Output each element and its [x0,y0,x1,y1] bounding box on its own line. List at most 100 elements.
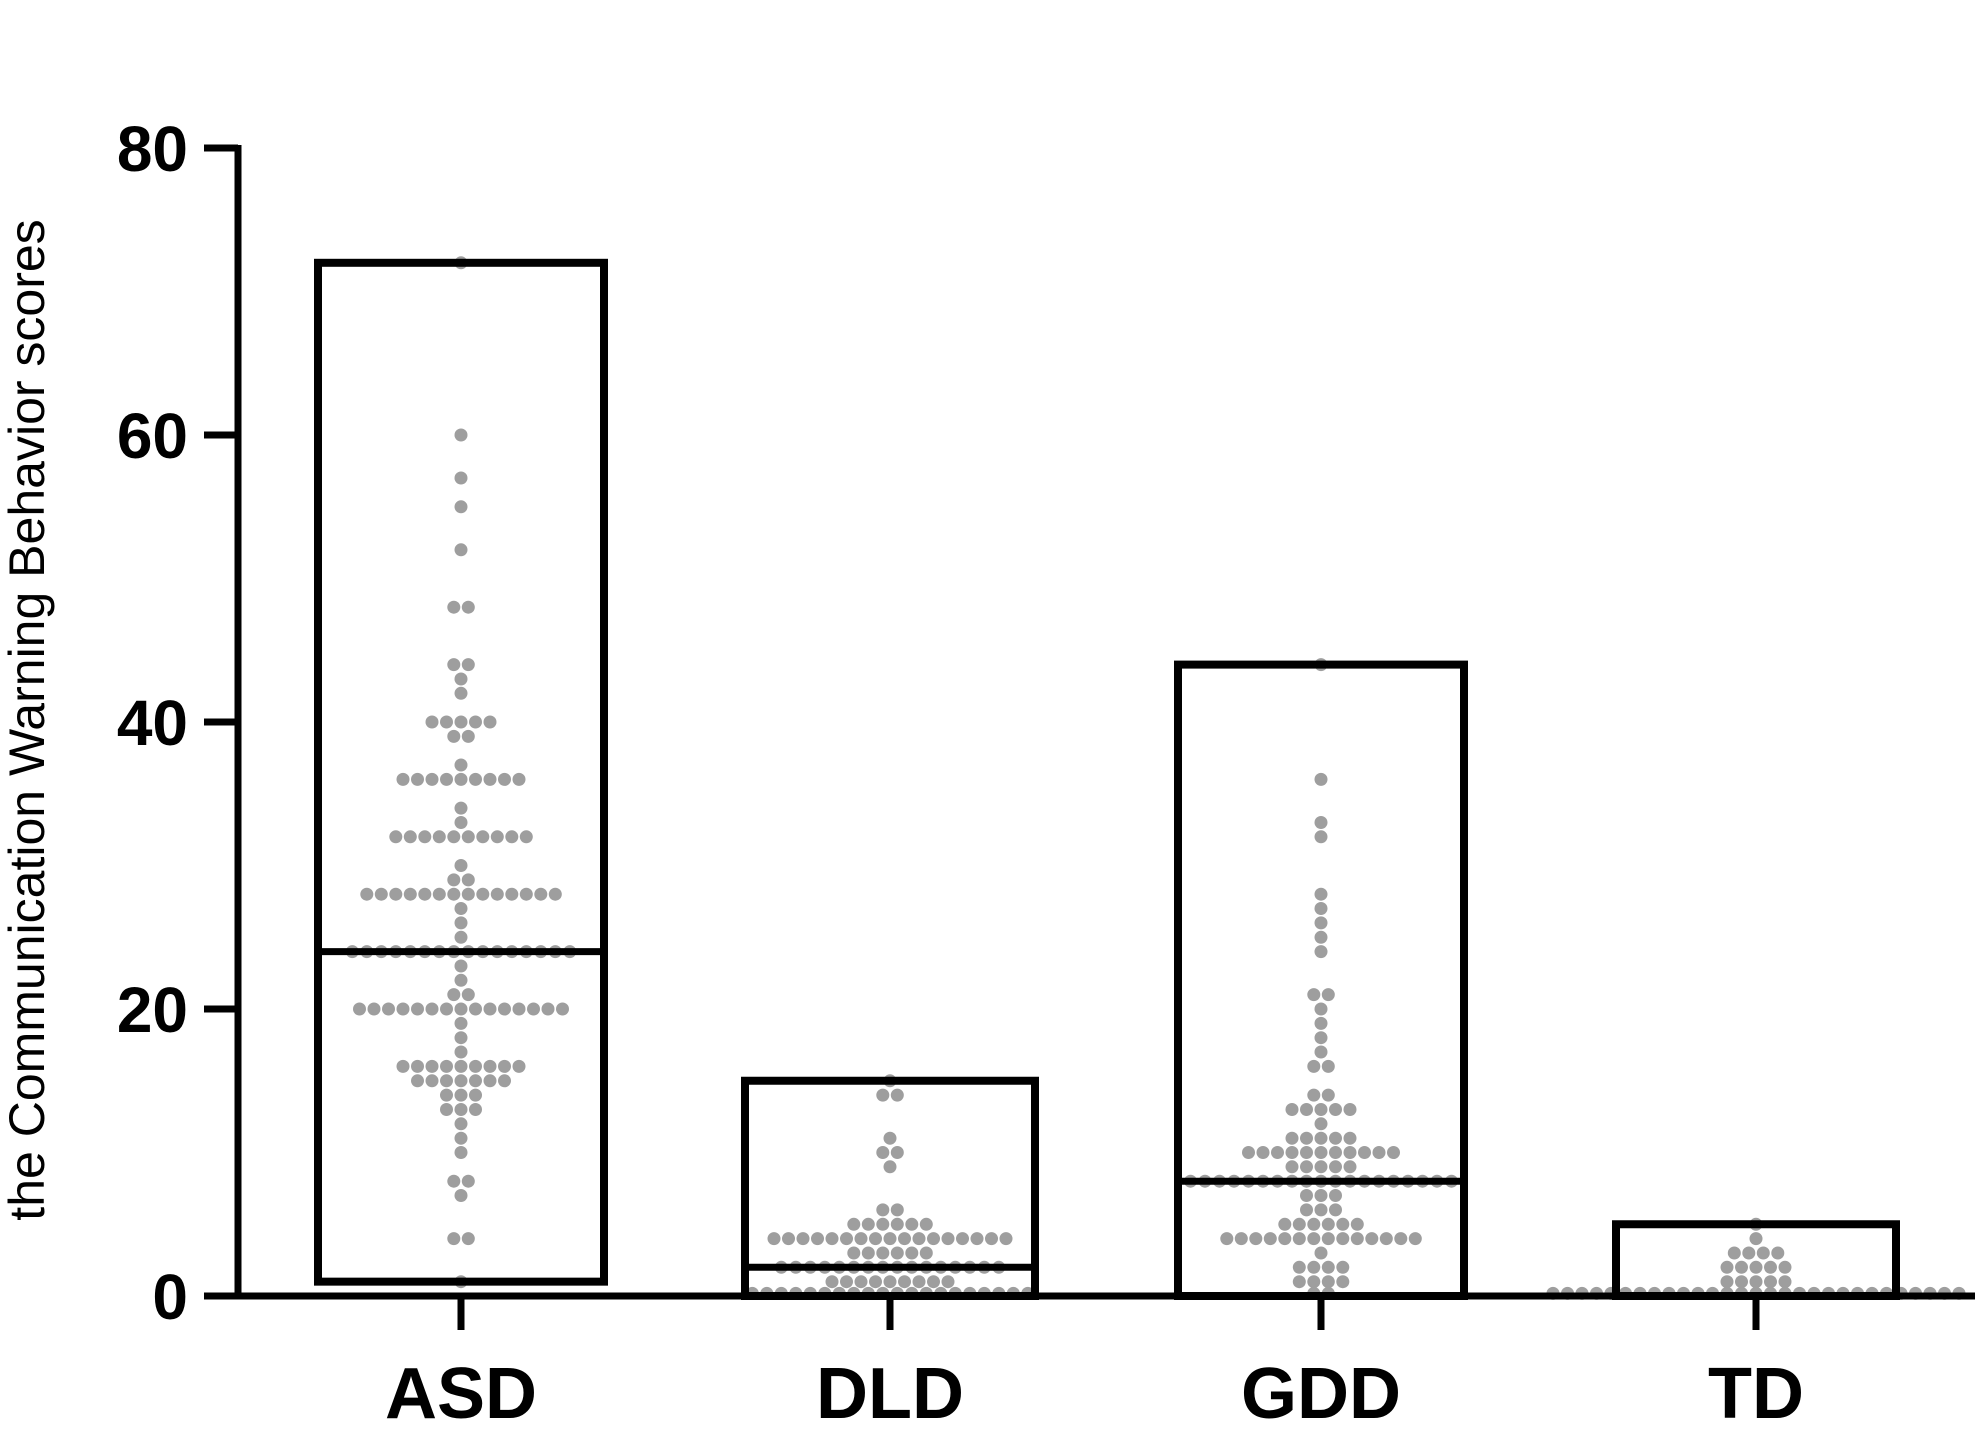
data-point [498,1074,511,1088]
data-point [1307,1059,1321,1073]
data-point [447,658,461,672]
data-point [476,887,490,901]
data-point [440,1059,453,1073]
x-ticks: ASD DLD GDD TD [385,1296,1804,1434]
data-point [469,772,482,786]
y-tick-label: 60 [117,400,188,472]
data-point [454,1103,468,1116]
data-point [1358,1146,1371,1159]
data-point [1314,1160,1328,1174]
data-point [1336,1275,1350,1289]
data-point [796,1232,810,1246]
data-point [1300,1160,1313,1174]
data-point [1778,1275,1792,1289]
data-point [1307,1232,1321,1246]
data-point [1314,1031,1328,1045]
data-point [425,1059,439,1073]
data-point [1321,1260,1335,1274]
data-point [1372,1146,1386,1159]
data-point [461,1232,475,1246]
data-point [396,1059,410,1073]
data-point [454,428,468,442]
data-point [447,830,461,844]
data-point [1307,1275,1321,1289]
x-tick-label: ASD [385,1354,537,1434]
data-point [811,1232,824,1246]
y-tick-label: 0 [152,1261,188,1333]
data-point [483,1074,497,1088]
data-point [512,1059,526,1073]
data-point [1278,1232,1292,1246]
data-point [876,1088,890,1102]
data-point [854,1275,868,1289]
data-point [1314,902,1328,915]
data-point [411,1074,424,1088]
data-point [1300,1103,1313,1116]
data-point [999,1232,1013,1246]
data-point [1321,1088,1335,1102]
data-point [1329,1131,1342,1145]
data-point [1343,1160,1357,1174]
data-point [483,1002,497,1016]
data-point [461,873,475,887]
data-point [883,1160,897,1174]
data-point [1749,1260,1763,1274]
data-point [382,1002,395,1016]
data-point [425,715,439,729]
data-point [1756,1246,1770,1260]
data-point [1321,988,1335,1002]
data-point [454,902,468,915]
data-point [1314,830,1328,844]
data-point [1735,1260,1748,1274]
data-point [941,1275,955,1289]
data-point [898,1275,911,1289]
data-point [1314,1103,1328,1116]
data-point [840,1232,853,1246]
data-point [1307,1088,1321,1102]
data-point [1234,1232,1248,1246]
data-point [411,1059,424,1073]
data-point [1314,772,1328,786]
data-point [454,1031,468,1045]
data-point [440,772,453,786]
data-point [876,1203,890,1217]
data-point [1365,1232,1379,1246]
data-point [411,772,424,786]
x-tick-label: GDD [1241,1354,1401,1434]
data-point [1387,1146,1400,1159]
data-point [476,830,490,844]
data-point [1285,1103,1299,1116]
data-point [353,1002,366,1016]
points-layer [345,256,1966,1300]
data-point [1394,1232,1408,1246]
data-point [519,830,533,844]
data-point [1336,1232,1350,1246]
data-point [447,600,461,614]
data-point [1314,945,1328,959]
data-point [454,1189,468,1202]
y-tick-label: 80 [117,113,188,185]
data-point [454,686,468,700]
data-point [1408,1232,1422,1246]
data-point [454,973,468,987]
data-point [1278,1217,1292,1231]
data-point [461,830,475,844]
data-point [1749,1232,1763,1246]
data-point [425,1002,439,1016]
data-point [927,1275,940,1289]
x-tick-label: TD [1708,1354,1804,1434]
data-point [418,830,432,844]
data-point [890,1246,904,1260]
data-point [854,1232,868,1246]
data-point [985,1232,998,1246]
data-point [1350,1217,1364,1231]
y-ticks: 0 20 40 60 80 [117,113,238,1333]
data-point [912,1232,926,1246]
data-point [1350,1232,1364,1246]
x-tick-label: DLD [816,1354,964,1434]
data-point [440,715,453,729]
data-point [898,1232,911,1246]
data-point [403,830,417,844]
data-point [396,772,410,786]
